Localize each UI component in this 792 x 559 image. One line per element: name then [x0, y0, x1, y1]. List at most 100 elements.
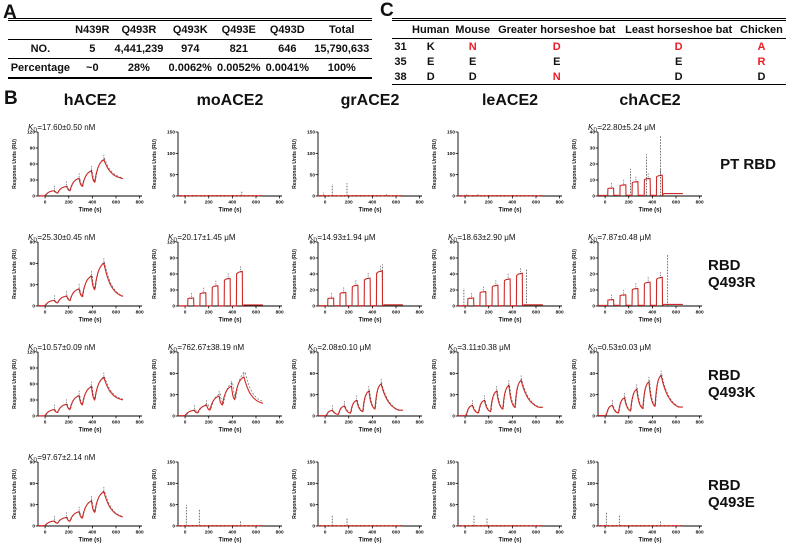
svg-text:800: 800 — [136, 420, 144, 426]
row-label-PT-RBD: PT RBD — [720, 155, 776, 173]
svg-text:400: 400 — [228, 420, 236, 426]
column-header-hACE2: hACE2 — [63, 92, 117, 109]
svg-text:600: 600 — [252, 530, 260, 536]
svg-text:Time (s): Time (s) — [499, 318, 522, 324]
svg-text:Response Units (RU): Response Units (RU) — [432, 359, 438, 409]
svg-text:10: 10 — [590, 178, 596, 184]
table-cell: 4,441,239 — [111, 39, 166, 59]
svg-text:600: 600 — [672, 420, 680, 426]
table-cell: D — [674, 40, 683, 53]
table-cell: 28% — [127, 62, 150, 74]
svg-text:0: 0 — [452, 524, 455, 530]
table-cell: Percentage — [10, 62, 71, 74]
svg-text:0: 0 — [324, 420, 327, 426]
table-cell: 646 — [263, 39, 312, 59]
svg-text:90: 90 — [170, 256, 176, 262]
row-label-RBD-Q493K: RBD Q493K — [708, 367, 756, 401]
svg-text:0: 0 — [172, 524, 175, 530]
svg-text:600: 600 — [672, 200, 680, 206]
svg-text:400: 400 — [228, 530, 236, 536]
svg-text:0: 0 — [32, 194, 35, 200]
svg-text:0: 0 — [32, 304, 35, 310]
table-cell: D — [552, 40, 561, 53]
svg-text:600: 600 — [112, 420, 120, 426]
svg-text:600: 600 — [112, 530, 120, 536]
table-header-cell: Least horseshoe bat — [620, 19, 737, 39]
spr-sensorgram-RBD-Q493R-grACE2: 0 20 40 60 80 0 200 400 600 800 Time (s) Response U… — [288, 228, 428, 338]
svg-text:200: 200 — [205, 530, 213, 536]
row-label-RBD-Q493R: RBD Q493R — [708, 257, 756, 291]
svg-text:90: 90 — [30, 240, 36, 246]
kd-value-text: KD=10.57±0.09 nM — [28, 343, 96, 354]
svg-text:200: 200 — [485, 200, 493, 206]
kd-value-text: KD=97.67±2.14 nM — [28, 453, 96, 464]
kd-value-text: KD=14.93±1.94 μM — [308, 233, 376, 244]
svg-text:50: 50 — [310, 172, 316, 178]
svg-text:0: 0 — [312, 304, 315, 310]
column-header-grACE2: grACE2 — [340, 92, 400, 109]
svg-text:0: 0 — [452, 304, 455, 310]
table-header-cell — [8, 19, 73, 40]
svg-text:400: 400 — [648, 310, 656, 316]
svg-text:Response Units (RU): Response Units (RU) — [292, 249, 298, 299]
table-cell: D — [468, 70, 477, 83]
svg-text:0: 0 — [184, 200, 187, 206]
svg-text:400: 400 — [228, 310, 236, 316]
svg-text:100: 100 — [167, 151, 175, 157]
mutation-frequency-table: N439R Q493R Q493K Q493E Q493D Total NO. 5 4,441,… — [8, 18, 372, 79]
svg-text:0: 0 — [44, 310, 47, 316]
table-row: Percentage ~0 28% 0.0062% 0.0052% 0.0041% 100% — [8, 59, 372, 79]
svg-text:Time (s): Time (s) — [79, 538, 102, 544]
row-label-RBD-Q493E: RBD Q493E — [708, 477, 755, 511]
svg-text:200: 200 — [205, 420, 213, 426]
table-cell: E — [469, 55, 477, 68]
table-cell: 5 — [72, 39, 112, 59]
svg-text:20: 20 — [590, 272, 596, 278]
table-cell: D — [757, 70, 766, 83]
svg-text:50: 50 — [310, 502, 316, 508]
svg-text:40: 40 — [590, 240, 596, 246]
svg-text:200: 200 — [345, 530, 353, 536]
spr-sensorgram-RBD-Q493R-chACE2: 0 10 20 30 40 0 200 400 600 800 Time (s) Response U… — [568, 228, 708, 338]
table-cell: ~0 — [86, 62, 99, 74]
svg-text:120: 120 — [167, 240, 175, 246]
svg-text:600: 600 — [112, 200, 120, 206]
svg-text:200: 200 — [485, 420, 493, 426]
kd-value-text: KD=7.87±0.48 μM — [588, 233, 651, 244]
spr-sensorgram-RBD-Q493E-grACE2: 0 50 100 150 0 200 400 600 800 Time (s) Response U… — [288, 448, 428, 558]
svg-text:20: 20 — [590, 162, 596, 168]
spr-sensorgram-RBD-Q493K-moACE2: 0 30 60 90 0 200 400 600 800 Time (s) Response Uni… — [148, 338, 288, 448]
svg-text:200: 200 — [65, 200, 73, 206]
ace2-residue-table: Human Mouse Greater horseshoe bat Least hor… — [392, 18, 786, 85]
svg-text:0: 0 — [44, 200, 47, 206]
spr-sensorgram-RBD-Q493R-moACE2: 0 30 60 90 120 0 200 400 600 800 Time (s) Response … — [148, 228, 288, 338]
svg-text:200: 200 — [345, 310, 353, 316]
svg-text:90: 90 — [170, 350, 176, 356]
svg-text:40: 40 — [590, 130, 596, 136]
kd-value-text: KD=762.67±38.19 nM — [168, 343, 245, 354]
svg-text:0: 0 — [312, 414, 315, 420]
svg-text:200: 200 — [345, 420, 353, 426]
svg-text:600: 600 — [392, 420, 400, 426]
svg-text:10: 10 — [590, 288, 596, 294]
svg-text:0: 0 — [44, 420, 47, 426]
svg-text:Time (s): Time (s) — [359, 318, 382, 324]
svg-text:200: 200 — [625, 310, 633, 316]
svg-text:Response Units (RU): Response Units (RU) — [292, 139, 298, 189]
svg-text:600: 600 — [252, 310, 260, 316]
svg-text:0: 0 — [172, 304, 175, 310]
table-header-row: Human Mouse Greater horseshoe bat Least hor… — [392, 19, 786, 39]
svg-text:Response Units (RU): Response Units (RU) — [292, 359, 298, 409]
kd-value-text: KD=22.80±5.24 μM — [588, 123, 656, 134]
svg-text:600: 600 — [112, 310, 120, 316]
svg-text:400: 400 — [508, 200, 516, 206]
svg-text:400: 400 — [508, 420, 516, 426]
spr-sensorgram-PT-RBD-leACE2: 0 50 100 150 0 200 400 600 800 Time (s) Response U… — [428, 118, 568, 228]
svg-text:60: 60 — [30, 382, 36, 388]
table-header-row: N439R Q493R Q493K Q493E Q493D Total — [8, 19, 372, 40]
svg-text:150: 150 — [447, 130, 455, 136]
svg-text:Time (s): Time (s) — [359, 208, 382, 214]
svg-text:400: 400 — [88, 310, 96, 316]
svg-text:50: 50 — [170, 172, 176, 178]
table-header-cell: Mouse — [452, 19, 494, 39]
